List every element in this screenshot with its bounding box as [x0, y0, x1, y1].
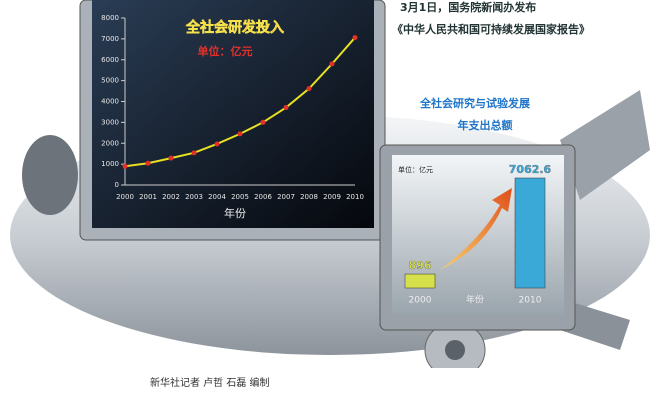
header-line: 《中华人民共和国可持续发展国家报告》	[392, 22, 590, 36]
x-tick-label: 2010	[346, 193, 364, 201]
x-tick-label: 2000	[409, 296, 432, 306]
x-tick-label: 2008	[300, 193, 318, 201]
x-tick-label: 2010	[519, 296, 542, 306]
y-tick-label: 6000	[101, 56, 119, 64]
chart-subtitle: 单位：亿元	[198, 44, 253, 58]
point	[329, 61, 335, 67]
point	[191, 150, 197, 156]
x-tick-label: 2004	[208, 193, 226, 201]
x-tick-label: 2005	[231, 193, 249, 201]
y-tick-label: 5000	[101, 77, 119, 85]
point	[283, 105, 289, 111]
x-tick-label: 2001	[139, 193, 157, 201]
credit: 新华社记者 卢哲 石磊 编制	[150, 376, 270, 389]
x-tick-label: 2006	[254, 193, 272, 201]
x-axis-label: 年份	[466, 294, 484, 306]
point	[260, 119, 266, 125]
y-tick-label: 2000	[101, 139, 119, 147]
x-axis-label: 年份	[224, 206, 246, 220]
x-tick-label: 2009	[323, 193, 341, 201]
point	[168, 155, 174, 161]
screen	[92, 0, 374, 228]
chart-subtitle: 年支出总额	[458, 118, 513, 132]
value-label: 7062.6	[509, 163, 552, 176]
point	[214, 141, 220, 147]
x-tick-label: 2003	[185, 193, 203, 201]
header-line: 3月1日，国务院新闻办发布	[400, 0, 536, 14]
point	[145, 160, 151, 166]
y-tick-label: 3000	[101, 118, 119, 126]
chart-title: 全社会研究与试验发展	[419, 96, 531, 110]
y-tick-label: 4000	[101, 98, 119, 106]
bar	[514, 177, 546, 289]
y-tick-label: 7000	[101, 35, 119, 43]
x-tick-label: 2002	[162, 193, 180, 201]
point	[352, 35, 358, 41]
y-tick-label: 0	[115, 181, 119, 189]
y-tick-label: 1000	[101, 160, 119, 168]
x-tick-label: 2000	[116, 193, 134, 201]
point	[237, 131, 243, 137]
bar	[404, 273, 436, 289]
point	[122, 163, 128, 169]
x-tick-label: 2007	[277, 193, 295, 201]
point	[306, 86, 312, 92]
value-label: 896	[409, 259, 432, 272]
unit-label: 单位：亿元	[398, 165, 433, 174]
y-tick-label: 8000	[101, 14, 119, 22]
arrow	[440, 188, 512, 270]
chart-title: 全社会研发投入	[185, 19, 284, 36]
